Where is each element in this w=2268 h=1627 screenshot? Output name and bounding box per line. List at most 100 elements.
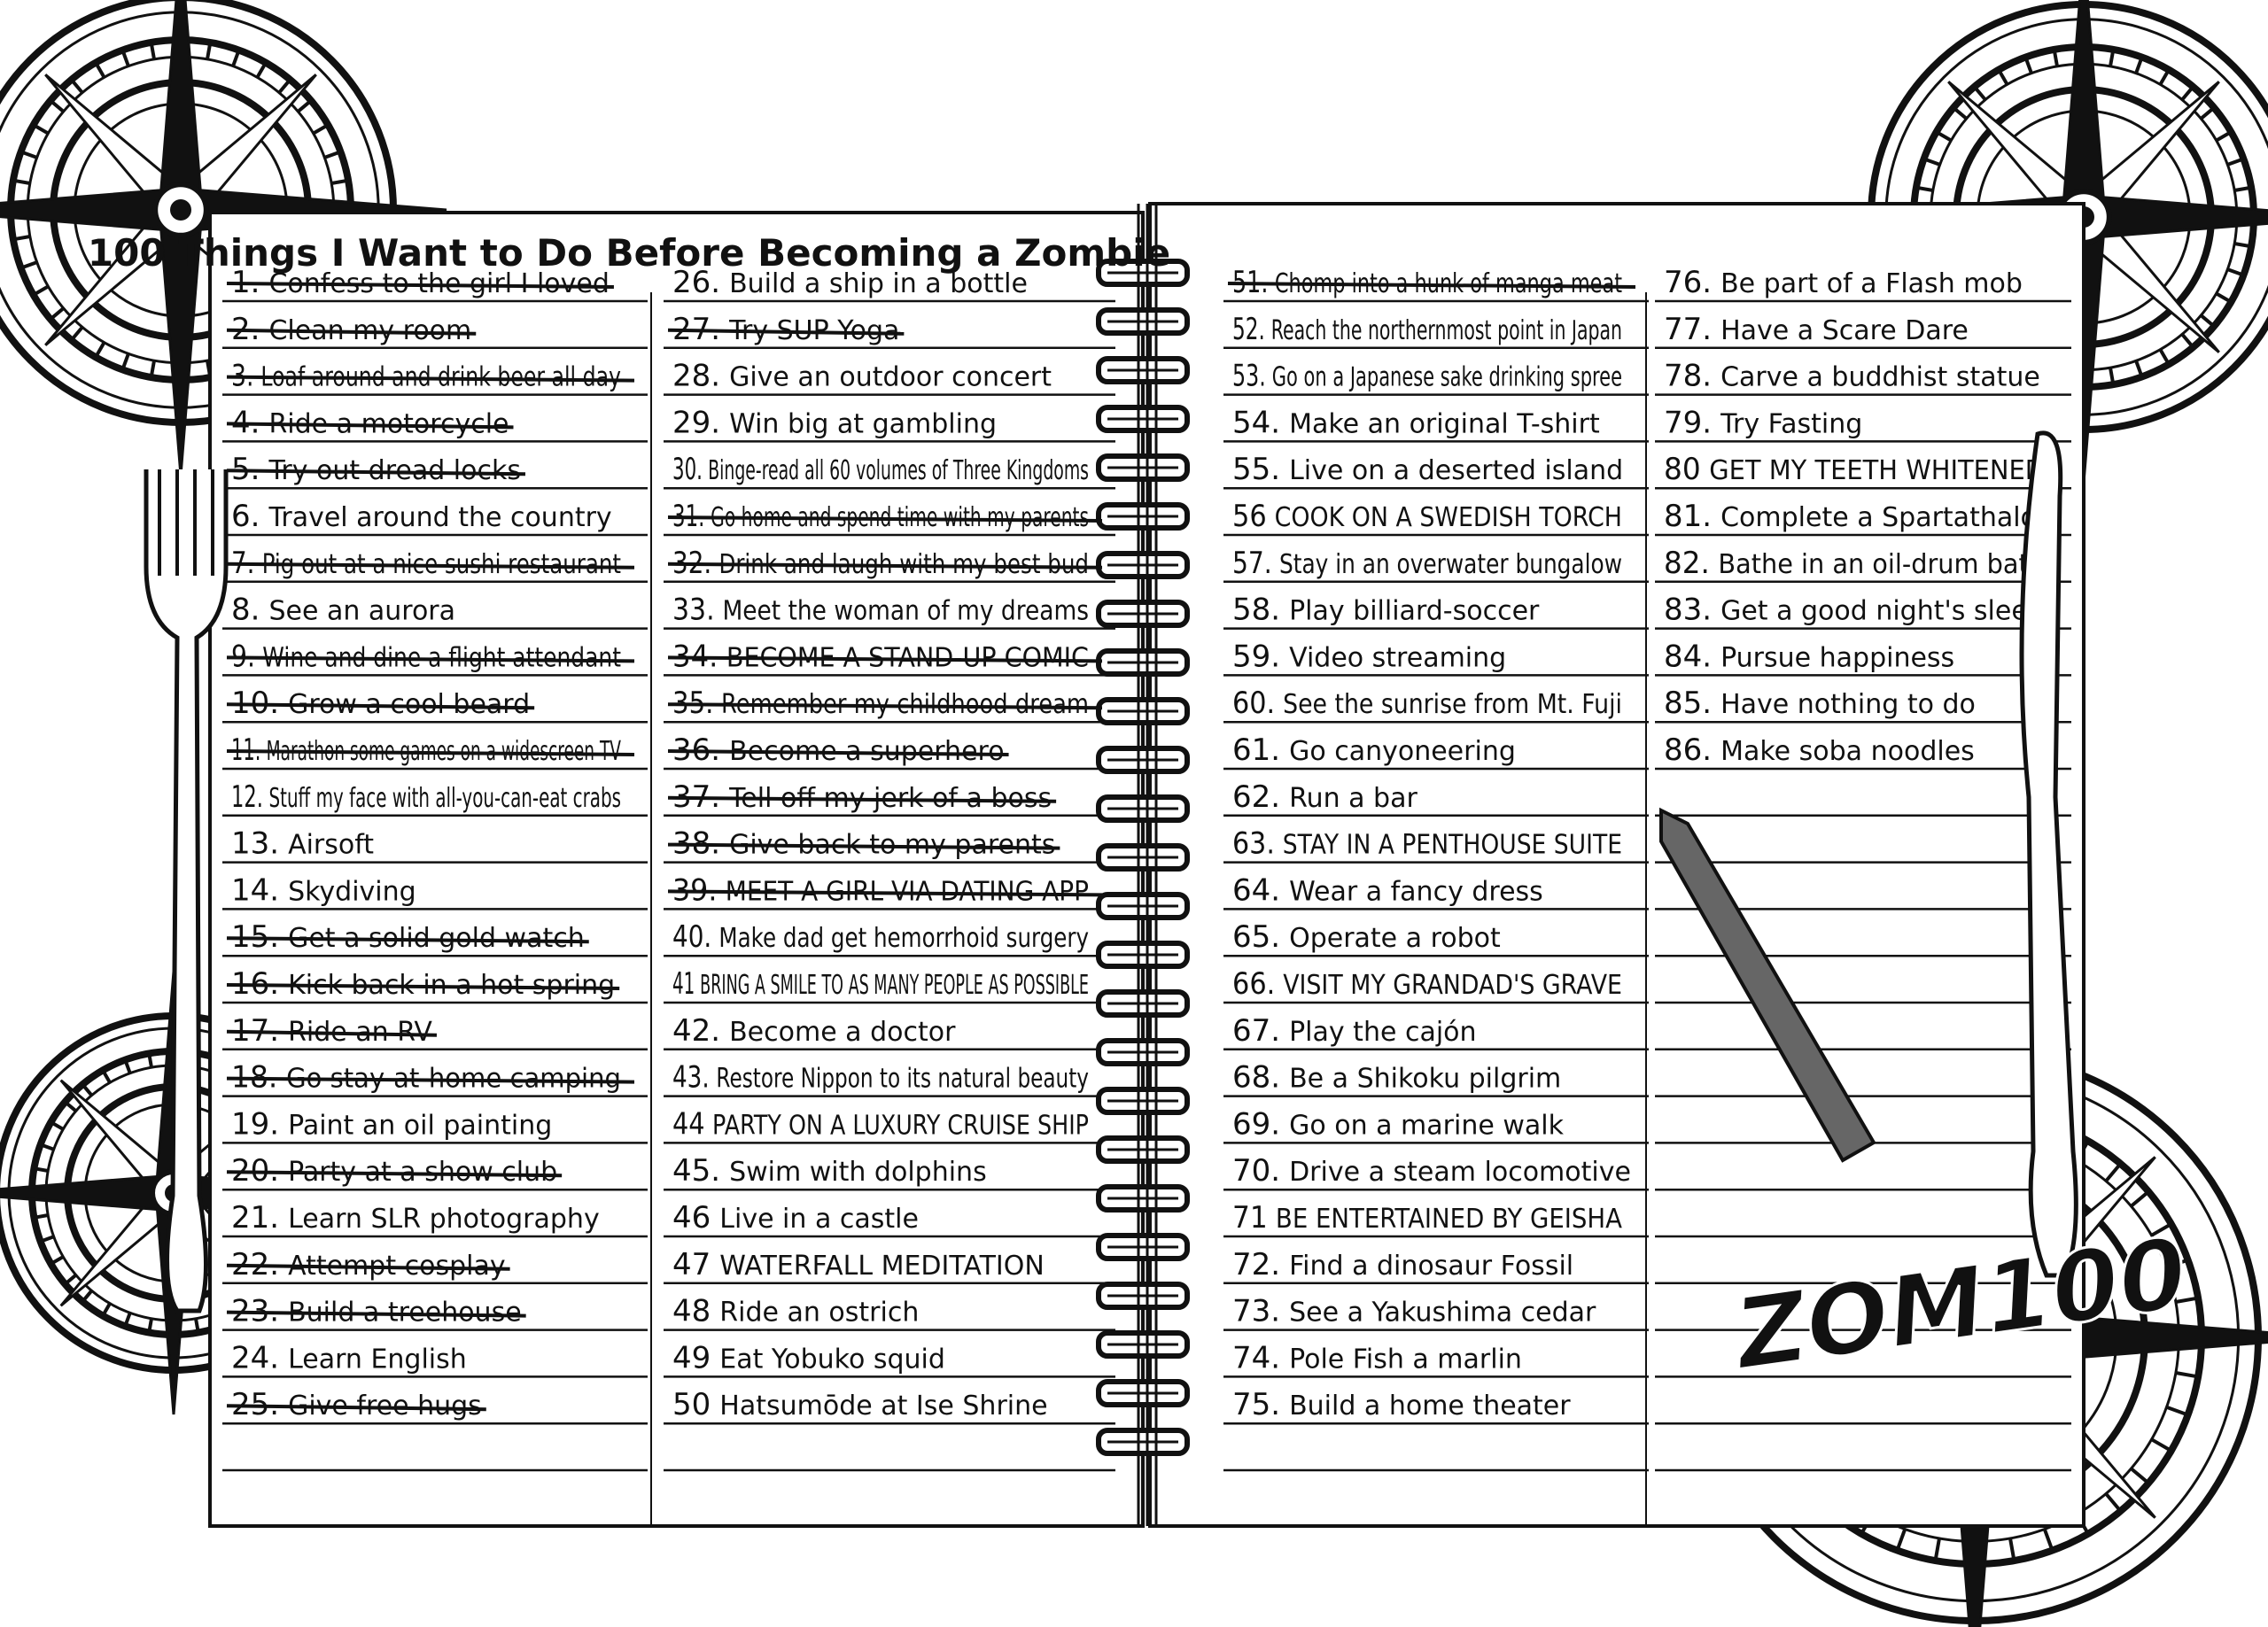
item-number: 24. [231,1340,279,1375]
item-text: Make soba noodles [1720,736,1975,767]
pencil [1659,807,1876,1163]
compass-tick [19,150,38,159]
item-text: Binge-read all 60 volumes of Three Kingd… [708,455,1089,486]
item-text: Travel around the country [268,502,611,533]
item-text: GET MY TEETH WHITENED [1709,455,2045,486]
compass-tick [34,1166,49,1173]
item-text: Go on a Japanese sake drinking spree [1272,362,1622,393]
item-text: See an aurora [268,596,455,627]
compass-tick [123,1058,132,1074]
item-text: PARTY ON A LUXURY CRUISE SHIP [712,1110,1089,1141]
compass-tick [1933,1538,1941,1561]
item-number: 78. [1664,359,1712,394]
compass-tick [39,1235,55,1243]
list-item: 74. Pole Fish a marlin [1232,1340,1522,1375]
list-item: 72. Find a dinosaur Fossil [1232,1247,1573,1282]
compass-tick [2150,1437,2172,1453]
list-item: 70. Drive a steam locomotive [1232,1153,1631,1189]
item-number: 75. [1232,1387,1280,1422]
item-text: COOK ON A SWEDISH TORCH [1275,502,1622,533]
item-number: 83. [1664,593,1712,628]
list-item: 60. See the sunrise from Mt. Fuji [1232,686,1622,721]
item-text: Become a doctor [729,1017,956,1048]
item-text: Wear a fancy dress [1289,876,1543,907]
compass-tick [2165,1258,2189,1270]
item-number: 43. [672,1060,710,1096]
list-item: 29. Win big at gambling [672,405,997,440]
list-item: 59. Video streaming [1232,639,1506,674]
item-text: Get a good night's sleep [1720,596,2045,627]
compass-tick [2175,1371,2199,1379]
item-number: 73. [1232,1294,1280,1329]
list-item: 80 GET MY TEETH WHITENED [1664,452,2045,487]
list-item: 52.Reach the northernmost point in Japan [1232,312,1622,347]
compass-tick [147,1318,153,1333]
strikethrough [226,655,635,663]
strikethrough [226,702,535,710]
item-number: 68. [1232,1060,1280,1096]
strikethrough [667,515,1103,523]
item-text: Run a bar [1289,783,1418,814]
list-item: 8. See an aurora [231,593,455,628]
strikethrough [667,562,1103,569]
compass-tick [19,260,38,270]
item-number: 30. [672,452,703,487]
item-number: 82. [1664,546,1710,581]
list-item: 63. STAY IN A PENTHOUSE SUITE [1232,826,1622,862]
item-number: 62. [1232,779,1280,815]
compass-tick [2158,348,2171,366]
compass-tick [49,306,65,321]
item-text: Live in a castle [719,1204,919,1235]
strikethrough [667,842,1060,850]
item-text: Pursue happiness [1720,642,1954,673]
compass-tick [2134,56,2144,74]
item-number: 74. [1232,1340,1280,1375]
compass-tick [2165,1405,2189,1417]
list-item: 83. Get a good night's sleep [1664,593,2045,628]
item-number: 41 [672,966,695,1002]
compass-tick [2130,1189,2150,1208]
strikethrough [667,889,1103,897]
compass-tick [120,49,130,67]
list-item: 85. Have nothing to do [1664,686,1976,721]
item-number: 64. [1232,872,1280,908]
left-page [208,211,1145,1528]
item-text: BRING A SMILE TO AS MANY PEOPLE AS POSSI… [700,970,1089,1001]
item-text: Video streaming [1289,642,1506,673]
compass-tick [94,341,106,359]
item-text: See the sunrise from Mt. Fuji [1283,689,1622,720]
item-number: 61. [1232,732,1280,768]
item-text: Be part of a Flash mob [1720,268,2023,299]
strikethrough [226,375,635,383]
compass-tick [2134,360,2144,378]
spiral-binding [1096,204,1190,1526]
item-number: 69. [1232,1106,1280,1142]
list-item: 54. Make an original T-shirt [1232,405,1600,440]
right-page [1148,202,2085,1528]
item-text: Restore Nippon to its natural beauty [716,1064,1089,1095]
list-item: 77. Have a Scare Dare [1664,312,1969,347]
compass-tick [1973,85,1987,101]
strikethrough [667,702,1103,710]
compass-tick [2052,49,2059,67]
item-number: 8. [231,593,260,628]
item-number: 72. [1232,1247,1280,1282]
item-text: STAY IN A PENTHOUSE SUITE [1283,830,1622,861]
compass-tick [194,1318,200,1333]
compass-tick [297,99,313,113]
compass-tick [2109,367,2116,385]
strikethrough [1227,282,1636,289]
list-item: 42. Become a doctor [672,1013,956,1049]
compass-tick [50,1120,65,1131]
list-item: 50 Hatsumōde at Ise Shrine [672,1387,1048,1422]
list-item: 26. Build a ship in a bottle [672,265,1028,300]
compass-tick [2180,333,2194,349]
item-number: 53. [1232,359,1266,394]
list-item: 55. Live on a deserted island [1232,452,1623,487]
list-item: 71 BE ENTERTAINED BY GEISHA [1232,1200,1622,1236]
compass-tick [12,235,31,242]
list-item: 13. Airsoft [231,826,374,862]
compass-tick [2158,68,2171,86]
item-number: 56 [1232,499,1267,534]
